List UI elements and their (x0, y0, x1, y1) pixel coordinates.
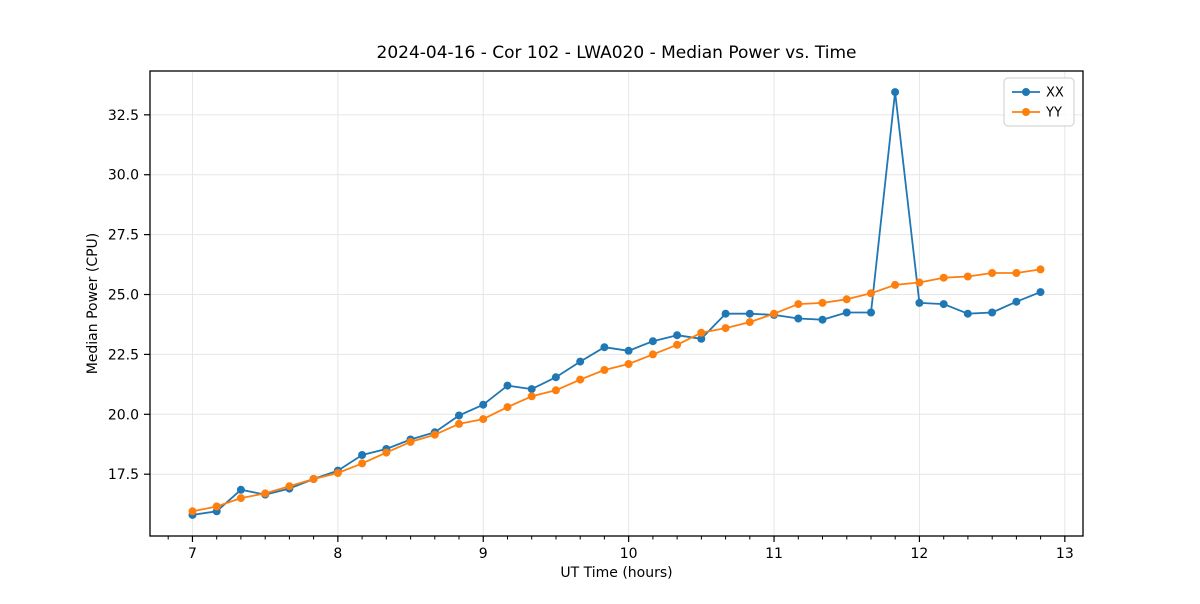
series-XX-point (358, 451, 367, 459)
series-YY-point (236, 494, 245, 503)
series-YY-point (576, 375, 585, 384)
x-tick-label: 12 (911, 546, 929, 562)
series-YY-point (479, 415, 488, 424)
axis-ticks: 7 8 9 10 11 12 13 17.5 20.0 22.5 25.0 27.5 30.0 32.5 (108, 108, 1074, 562)
series-XX-point (455, 411, 463, 420)
series-XX-point (600, 343, 609, 352)
series-XX-point (576, 357, 585, 366)
y-tick-label: 27.5 (108, 228, 139, 244)
legend: XX YY (1003, 77, 1075, 127)
x-tick-label: 7 (188, 546, 197, 562)
series-YY-point (697, 328, 706, 337)
series-XX-point (891, 88, 900, 97)
legend-label-XX: XX (1046, 86, 1064, 101)
series-XX-point (867, 308, 875, 317)
series-YY-point (818, 298, 827, 307)
series-YY-point (745, 318, 754, 327)
y-tick-label: 20.0 (108, 407, 139, 423)
series-YY-point (551, 386, 560, 395)
x-tick-label: 9 (479, 546, 488, 562)
series-YY-point (988, 269, 997, 277)
series-XX-point (794, 314, 803, 323)
series-XX-point (1012, 297, 1021, 306)
legend-sample-marker (1022, 108, 1030, 116)
series-XX-point (479, 400, 488, 409)
series-YY-point (333, 469, 342, 477)
series-YY-point (527, 392, 536, 401)
series-YY-point (624, 360, 633, 368)
series-XX-point (1036, 288, 1045, 297)
x-tick-label: 8 (333, 546, 342, 562)
series-YY-point (188, 507, 197, 516)
series-YY-point (915, 278, 924, 287)
series-YY-point (309, 475, 318, 483)
series-XX-point (915, 298, 924, 307)
series-XX-line (192, 91, 1041, 516)
series-YY-point (261, 489, 270, 498)
y-tick-label: 30.0 (108, 168, 139, 184)
series-XX-point (721, 309, 730, 318)
y-axis-label: Median Power (CPU) (85, 233, 101, 375)
series-XX-point (818, 315, 827, 324)
series-YY-point (939, 273, 948, 282)
series-YY-point (406, 437, 415, 446)
legend-label-YY: YY (1045, 106, 1062, 121)
x-tick-label: 11 (765, 546, 783, 562)
series-YY-point (455, 419, 463, 428)
legend-sample-marker (1022, 88, 1030, 96)
series-XX-point (842, 308, 851, 317)
series-YY-point (794, 300, 803, 309)
series-YY-point (842, 295, 851, 304)
y-tick-label: 32.5 (108, 108, 139, 124)
series-XX-point (648, 337, 657, 346)
series-XX-point (673, 331, 682, 340)
y-tick-label: 22.5 (108, 347, 139, 363)
plot-border (149, 70, 1084, 537)
series-YY-point (963, 272, 972, 281)
x-axis-label: UT Time (hours) (560, 565, 672, 581)
series-YY-point (1036, 265, 1045, 274)
series-YY-point (503, 403, 512, 412)
series-YY-point (673, 340, 682, 349)
series-YY-line (192, 268, 1041, 513)
series-XX-point (988, 308, 997, 317)
y-tick-label: 25.0 (108, 288, 139, 304)
series-YY-point (770, 309, 778, 318)
series-XX-point (236, 485, 245, 494)
series-YY-point (285, 482, 294, 491)
series-YY-point (648, 350, 657, 359)
x-tick-label: 10 (620, 546, 638, 562)
series-YY (188, 265, 1045, 516)
series-YY-point (1012, 269, 1021, 277)
series-YY-point (867, 289, 875, 298)
x-tick-label: 13 (1056, 546, 1074, 562)
grid (150, 71, 1083, 536)
series-XX-point (503, 381, 512, 390)
series-XX-point (697, 334, 706, 343)
series-XX-point (939, 300, 948, 309)
series-YY-point (212, 502, 221, 511)
series-YY-point (600, 366, 609, 374)
series-YY-point (891, 280, 900, 289)
series-XX-point (745, 309, 754, 318)
series-XX-point (527, 385, 536, 394)
series-YY-point (721, 324, 730, 333)
legend-box (1003, 77, 1075, 127)
series-XX-point (624, 346, 633, 355)
series-YY-point (430, 430, 439, 439)
series-XX-point (551, 373, 560, 382)
series-YY-point (382, 448, 391, 457)
series-YY-point (358, 459, 367, 468)
chart-title: 2024-04-16 - Cor 102 - LWA020 - Median P… (377, 43, 857, 63)
y-tick-label: 17.5 (108, 467, 139, 483)
series-XX-point (963, 309, 972, 318)
